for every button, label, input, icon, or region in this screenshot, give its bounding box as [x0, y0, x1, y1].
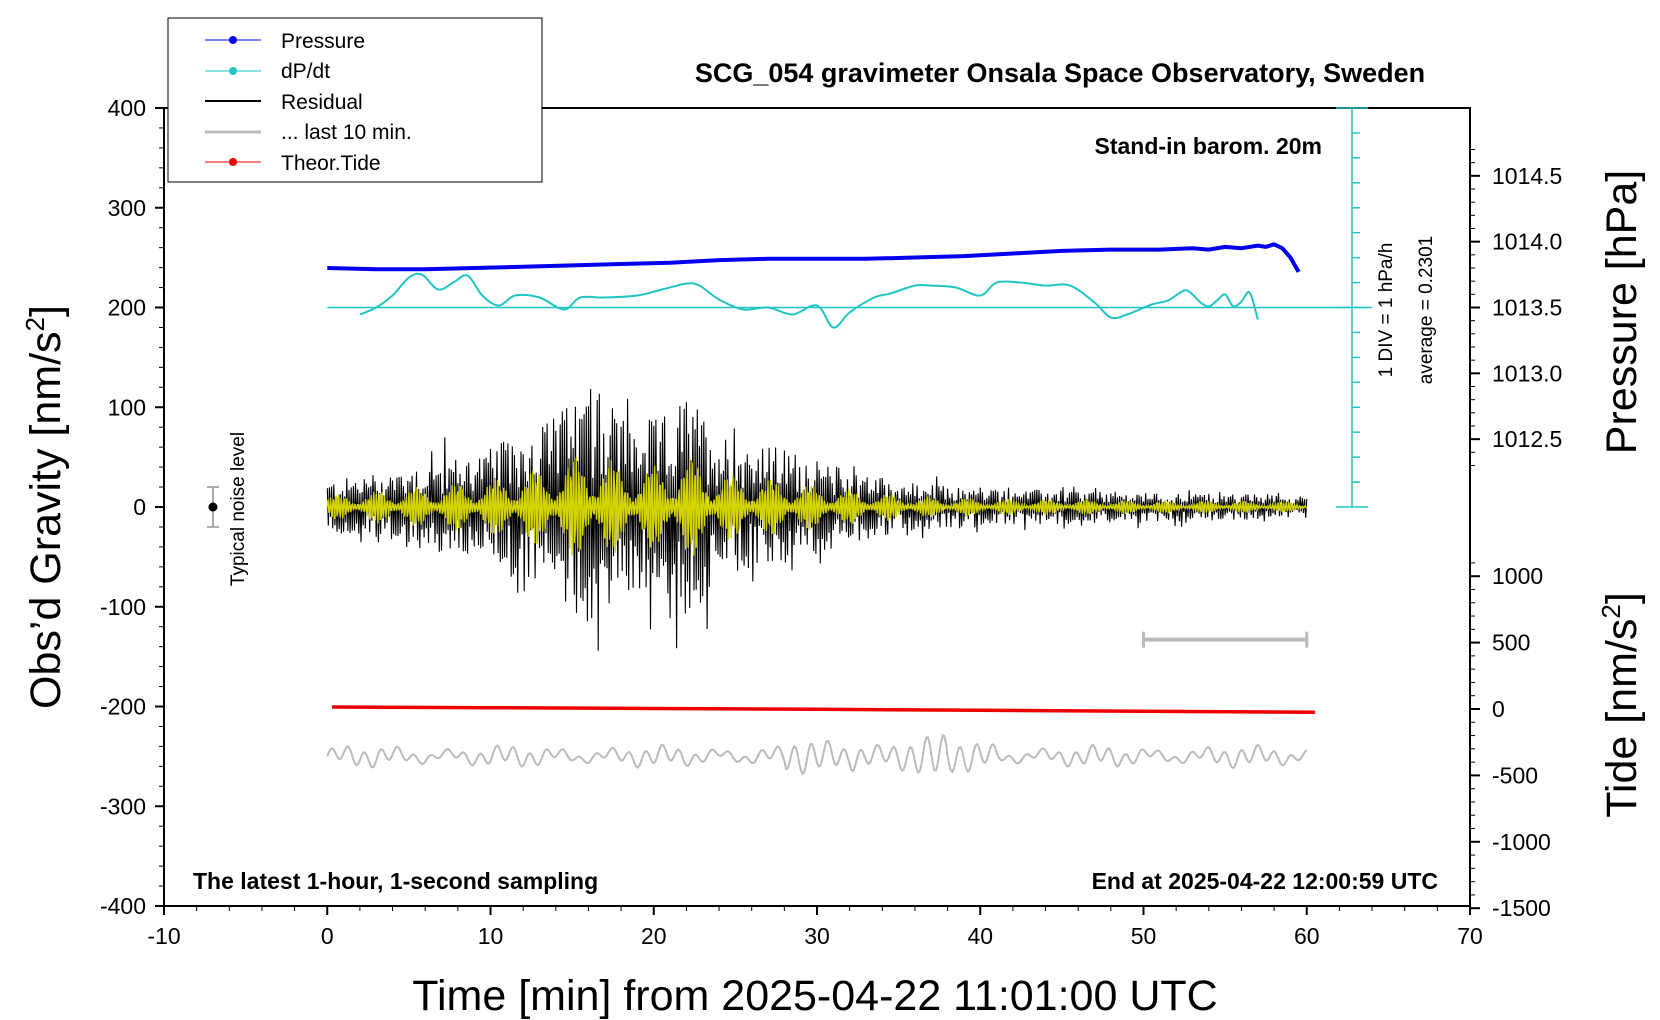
average-note: average = 0.2301 [1416, 236, 1437, 384]
y-tick-label: 400 [108, 95, 146, 121]
x-axis: -10 0 10 20 30 40 50 60 70 [147, 906, 1483, 949]
pressure-tick-label: 1013.5 [1492, 295, 1562, 321]
x-tick-label: -10 [147, 923, 180, 949]
x-tick-label: 0 [321, 923, 334, 949]
x-tick-label: 50 [1131, 923, 1157, 949]
noise-level-note: Typical noise level [228, 432, 249, 586]
y-left-label-main: Obs’d Gravity [nm/s [22, 331, 70, 709]
x-tick-label: 40 [967, 923, 993, 949]
legend-dpdt-label: dP/dt [281, 60, 330, 83]
tide-tick-label: 0 [1492, 696, 1505, 722]
y-tick-label: 0 [133, 494, 146, 520]
x-tick-label: 60 [1294, 923, 1320, 949]
tide-tick-label: -500 [1492, 762, 1538, 788]
legend-tide-marker [229, 158, 237, 166]
y-left-label-sup: 2 [20, 317, 50, 331]
tide-tick-label: -1000 [1492, 829, 1551, 855]
pressure-tick-label: 1012.5 [1492, 426, 1562, 452]
y-axis-pressure: 1014.5 1014.0 1013.5 1013.0 1012.5 [1470, 148, 1562, 467]
y-tick-label: 100 [108, 394, 146, 420]
tide-line [332, 705, 1315, 715]
y-tick-label: -300 [100, 793, 146, 819]
y-axis-left: 400 300 200 100 0 -100 -200 -300 -400 [100, 95, 164, 919]
y-axis-tide-label: Tide [nm/s2] [1596, 592, 1646, 818]
x-tick-label: 10 [478, 923, 504, 949]
legend-tide-label: Theor.Tide [281, 152, 381, 175]
x-axis-label: Time [min] from 2025-04-22 11:01:00 UTC [412, 972, 1217, 1020]
y-axis-left-label: Obs’d Gravity [nm/s2] [20, 305, 70, 709]
legend-pressure-marker [229, 36, 237, 44]
y-tick-label: -400 [100, 893, 146, 919]
tide-tick-label: 1000 [1492, 563, 1543, 589]
barometer-note: Stand-in barom. 20m [1095, 133, 1322, 159]
end-time-note: End at 2025-04-22 12:00:59 UTC [1092, 868, 1438, 894]
y-tick-label: 300 [108, 195, 146, 221]
y-tick-label: 200 [108, 295, 146, 321]
pressure-tick-label: 1013.0 [1492, 360, 1562, 386]
pressure-line [327, 242, 1301, 273]
legend-dpdt-marker [229, 67, 237, 75]
y-tide-label-main: Tide [nm/s [1598, 619, 1646, 818]
x-tick-label: 70 [1457, 923, 1483, 949]
noise-point [208, 502, 218, 512]
latest-hour-note: The latest 1-hour, 1-second sampling [193, 868, 598, 894]
y-axis-tide: 1000 500 0 -500 -1000 -1500 [1470, 562, 1551, 921]
chart-title: SCG_054 gravimeter Onsala Space Observat… [695, 58, 1425, 88]
y-axis-pressure-label: Pressure [hPa] [1598, 170, 1646, 454]
y-left-label-end: ] [22, 305, 70, 317]
tide-tick-label: -1500 [1492, 895, 1551, 921]
tide-tick-label: 500 [1492, 630, 1530, 656]
x-tick-label: 30 [804, 923, 830, 949]
dpdt-line [359, 272, 1259, 329]
legend-last10-label: ... last 10 min. [281, 121, 412, 144]
y-tick-label: -200 [100, 694, 146, 720]
scale-div-note: 1 DIV = 1 hPa/h [1376, 243, 1397, 378]
legend: Pressure dP/dt Residual ... last 10 min.… [167, 17, 543, 183]
y-tide-label-end: ] [1598, 592, 1646, 604]
pressure-tick-label: 1014.0 [1492, 229, 1562, 255]
series-layer [206, 242, 1373, 776]
residual-overlay-line [326, 456, 1308, 556]
legend-pressure-label: Pressure [281, 30, 365, 53]
x-tick-label: 20 [641, 923, 667, 949]
residual-line [326, 388, 1308, 651]
legend-residual-label: Residual [281, 91, 363, 114]
y-tide-label-sup: 2 [1596, 604, 1626, 618]
pressure-tick-label: 1014.5 [1492, 163, 1562, 189]
lower-grey-line [326, 733, 1308, 776]
y-tick-label: -100 [100, 594, 146, 620]
